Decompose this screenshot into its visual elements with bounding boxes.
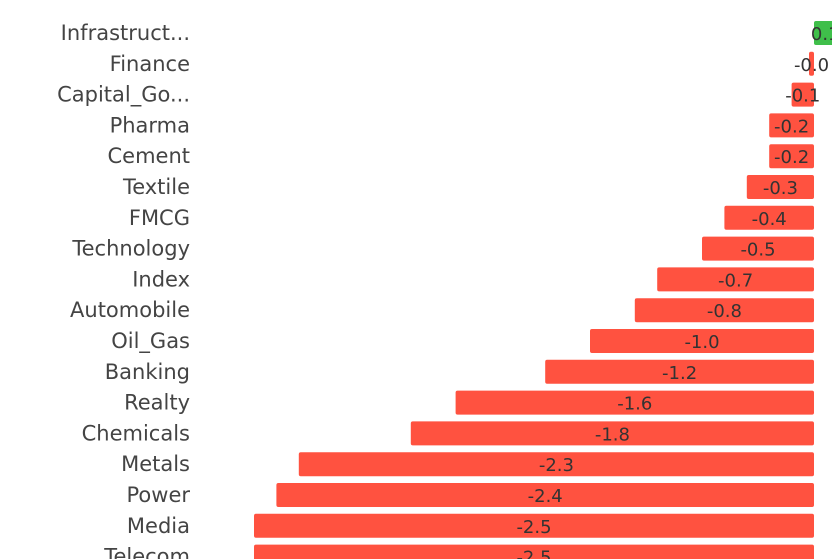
category-label: Automobile (70, 298, 190, 322)
bar-automobile (634, 298, 814, 323)
bars-group (254, 21, 832, 559)
category-label: Chemicals (82, 421, 190, 445)
category-label: Oil_Gas (111, 329, 190, 354)
bar-metals (298, 452, 814, 477)
bar-capital-go (791, 82, 814, 107)
bar-finance (809, 51, 814, 76)
bar-cement (769, 144, 814, 169)
bar-fmcg (724, 205, 814, 230)
bar-banking (545, 359, 814, 384)
value-label: -2.4 (528, 486, 563, 507)
category-label: Capital_Go... (57, 83, 190, 108)
value-label: -0.2 (774, 116, 809, 137)
value-label: -1.2 (662, 363, 697, 384)
value-label: 0.1 (811, 24, 832, 45)
bar-infrastruct (814, 21, 832, 45)
bar-media (254, 513, 814, 538)
bar-chemicals (410, 421, 814, 446)
category-label: Textile (122, 175, 190, 199)
value-label: -1.8 (595, 424, 630, 445)
category-labels-group: Infrastruct... Finance Capital_Go... Pharma… (57, 21, 190, 559)
value-label: -0.7 (718, 270, 753, 291)
bar-power (276, 483, 814, 507)
value-label: -0.0 (794, 55, 829, 76)
category-label: FMCG (129, 206, 190, 230)
category-label: Metals (121, 452, 190, 476)
bar-telecom (254, 544, 814, 559)
bar-pharma (769, 113, 814, 138)
value-label: -0.4 (752, 209, 787, 230)
value-labels-group: 0.1 -0.0 -0.1 -0.2 -0.2 -0.3 -0.4 -0.5 -0.7 -0.8 -… (516, 24, 832, 559)
category-label: Realty (124, 391, 190, 415)
category-label: Power (127, 483, 191, 507)
bar-index (657, 267, 814, 292)
category-label: Technology (71, 237, 190, 261)
category-label: Media (127, 514, 190, 538)
category-label: Cement (107, 144, 190, 168)
category-label: Infrastruct... (61, 21, 190, 45)
value-label: -2.5 (516, 548, 551, 559)
value-label: -1.0 (684, 332, 719, 353)
value-label: -0.3 (763, 178, 798, 199)
value-label: -2.3 (539, 455, 574, 476)
category-label: Telecom (103, 545, 190, 559)
category-label: Finance (110, 52, 190, 76)
value-label: -0.2 (774, 147, 809, 168)
category-label: Banking (105, 360, 190, 384)
value-label: -1.6 (617, 394, 652, 415)
bar-textile (746, 175, 814, 199)
bar-realty (455, 390, 814, 415)
bar-oil-gas (590, 329, 814, 353)
category-label: Index (132, 267, 190, 291)
value-label: -0.8 (707, 301, 742, 322)
category-label: Pharma (110, 113, 190, 137)
value-label: -0.5 (740, 240, 775, 261)
value-label: -2.5 (516, 517, 551, 538)
value-label: -0.1 (785, 86, 820, 107)
bar-technology (702, 236, 814, 261)
